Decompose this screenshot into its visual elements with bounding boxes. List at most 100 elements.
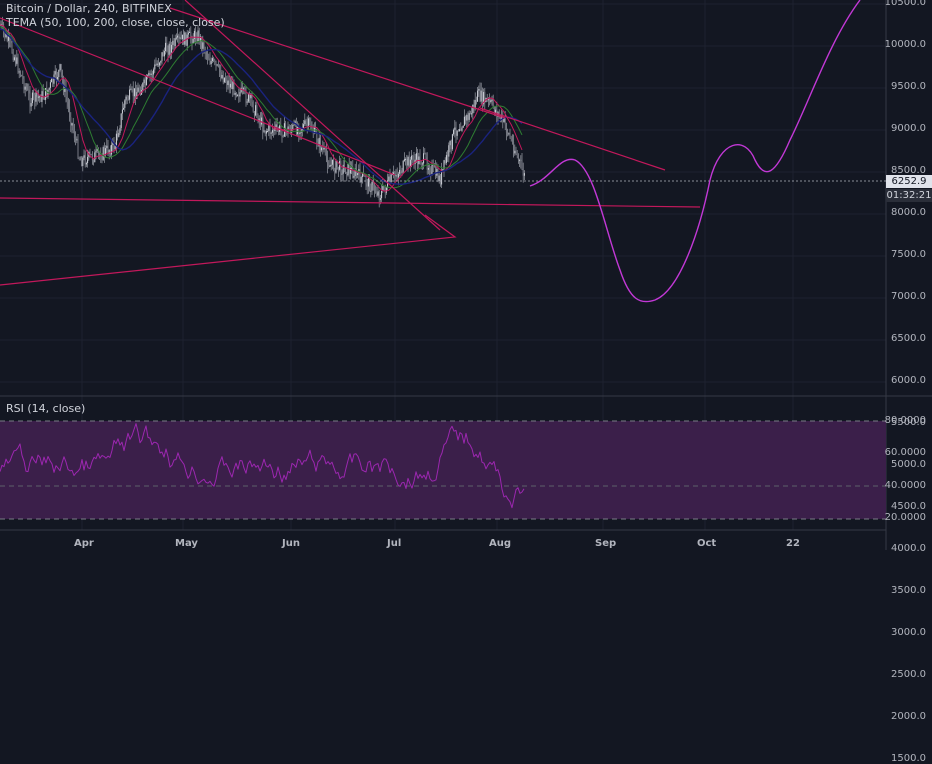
candle-body	[441, 169, 443, 185]
candle-body	[255, 105, 257, 116]
candle-body	[180, 37, 182, 40]
candle-body	[318, 137, 320, 147]
candle-body	[387, 180, 389, 188]
candle-body	[361, 172, 363, 177]
tema-mid-line	[0, 26, 523, 189]
candle-body	[29, 93, 31, 107]
candle-body	[412, 155, 414, 160]
candle-body	[371, 182, 373, 191]
trendline-triangle	[0, 214, 457, 286]
candle-body	[457, 130, 459, 132]
candle-body	[114, 145, 116, 150]
time-tick-label: 22	[786, 538, 800, 549]
price-tick-label: 6000.0	[891, 375, 926, 386]
candle-body	[243, 88, 245, 90]
candle-body	[409, 159, 411, 167]
candle-body	[481, 90, 483, 105]
candle-body	[483, 92, 485, 105]
candle-body	[178, 35, 180, 39]
candle-body	[4, 31, 6, 38]
price-tick-label: 3000.0	[891, 627, 926, 638]
candle-body	[449, 140, 451, 146]
candle-body	[210, 61, 212, 65]
candle-body	[400, 169, 402, 173]
candle-body	[150, 73, 152, 76]
candle-body	[219, 64, 221, 73]
time-tick-label: May	[175, 538, 198, 549]
candle-body	[461, 127, 463, 131]
candle-body	[477, 90, 479, 102]
trendline-projection	[479, 107, 666, 171]
candle-body	[225, 77, 227, 82]
candle-body	[163, 51, 165, 57]
candle-body	[262, 117, 264, 132]
candle-body	[157, 63, 159, 66]
candle-body	[189, 31, 191, 33]
tema-indicator-label[interactable]: TEMA (50, 100, 200, close, close, close)	[6, 16, 225, 29]
candle-body	[353, 176, 355, 178]
candle-body	[303, 124, 305, 130]
candle-body	[207, 53, 209, 59]
candle-body	[51, 78, 53, 83]
candle-body	[509, 133, 511, 138]
candle-body	[40, 96, 42, 102]
candle-body	[321, 147, 323, 151]
candle-body	[57, 77, 59, 80]
candle-body	[30, 103, 32, 107]
candle-body	[112, 141, 114, 145]
candle-body	[94, 152, 96, 163]
candle-body	[173, 40, 175, 46]
candle-body	[505, 124, 507, 133]
candle-body	[37, 96, 39, 98]
candle-body	[187, 32, 189, 35]
chart-canvas[interactable]	[0, 0, 932, 550]
tema-slow-line	[0, 28, 523, 185]
candle-body	[288, 126, 290, 129]
candle-body	[471, 113, 473, 115]
candle-body	[432, 164, 434, 166]
candle-body	[79, 158, 81, 161]
candle-body	[237, 94, 239, 96]
candle-body	[9, 36, 11, 40]
candle-body	[515, 150, 517, 155]
price-tick-label: 8000.0	[891, 207, 926, 218]
candle-body	[24, 86, 26, 90]
time-tick-label: Aug	[489, 538, 512, 549]
candle-body	[474, 100, 476, 108]
candle-body	[7, 36, 9, 41]
candle-body	[337, 166, 339, 170]
price-tick-label: 10500.0	[884, 0, 926, 8]
candle-body	[240, 87, 242, 93]
candle-body	[389, 176, 391, 182]
rsi-indicator-label[interactable]: RSI (14, close)	[6, 402, 86, 415]
candle-body	[23, 78, 25, 90]
rsi-tick-label: 80.0000	[884, 415, 926, 426]
candle-body	[475, 100, 477, 102]
time-tick-label: Oct	[697, 538, 717, 549]
candle-body	[265, 131, 267, 134]
candle-body	[523, 173, 525, 176]
candle-body	[175, 37, 177, 39]
symbol-title[interactable]: Bitcoin / Dollar, 240, BITFINEX	[6, 2, 172, 15]
candle-body	[307, 118, 309, 126]
candle-body	[221, 75, 223, 79]
candle-body	[59, 64, 61, 71]
candle-body	[357, 173, 359, 175]
candle-body	[351, 167, 353, 169]
candle-body	[423, 153, 425, 164]
candle-body	[174, 38, 176, 46]
candle-body	[327, 157, 329, 167]
candle-body	[309, 118, 311, 122]
price-tick-label: 7000.0	[891, 291, 926, 302]
candle-body	[76, 139, 78, 141]
candle-body	[329, 165, 331, 167]
candle-body	[138, 87, 140, 92]
candle-body	[360, 176, 362, 183]
candle-body	[341, 173, 343, 175]
candle-body	[257, 114, 259, 122]
trendline-resistance	[169, 7, 506, 119]
candle-body	[507, 132, 509, 134]
rsi-tick-label: 60.0000	[884, 447, 926, 458]
candle-body	[516, 154, 518, 156]
candle-body	[48, 87, 50, 90]
